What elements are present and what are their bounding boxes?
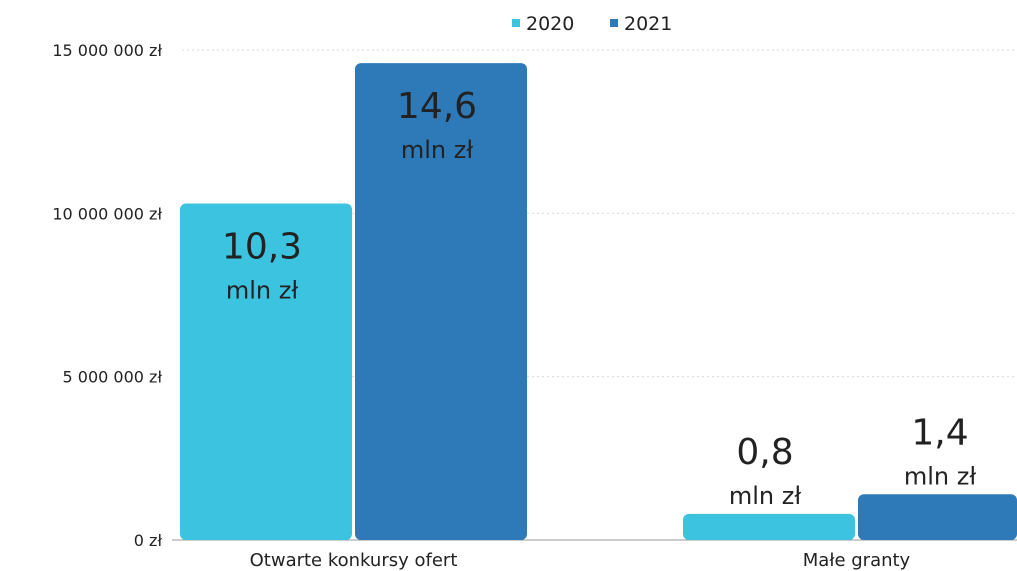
x-tick-label: Małe granty [803, 550, 911, 571]
data-label-2020-1: 0,8 [736, 432, 793, 473]
legend-item-2021: 2021 [624, 13, 672, 35]
data-label-2021-0: 14,6 [397, 86, 477, 127]
data-label-unit-2021-1: mln zł [904, 462, 976, 490]
x-axis: Otwarte konkursy ofert Małe granty [250, 550, 911, 571]
bar-2020-0 [180, 203, 352, 541]
data-label-unit-2021-0: mln zł [401, 136, 473, 164]
bar-2020-1 [683, 513, 855, 540]
y-tick-label: 10 000 000 zł [52, 204, 162, 223]
data-label-unit-2020-0: mln zł [226, 277, 298, 305]
bar-2021-1 [858, 494, 1017, 540]
legend-item-2020: 2020 [526, 13, 574, 35]
legend: 2020 2021 [512, 13, 672, 35]
y-tick-label: 15 000 000 zł [52, 41, 162, 60]
data-label-unit-2020-1: mln zł [729, 482, 801, 510]
legend-swatch-2021 [610, 19, 618, 27]
y-tick-label: 5 000 000 zł [63, 368, 163, 387]
y-tick-label: 0 zł [134, 531, 163, 550]
grid [182, 49, 1017, 378]
data-label-2021-1: 1,4 [911, 412, 968, 453]
bars [180, 63, 1017, 541]
bar-2021-0 [355, 63, 527, 541]
data-label-2020-0: 10,3 [222, 227, 302, 268]
value-labels: 10,3 mln zł 14,6 mln zł 0,8 mln zł 1,4 mln zł [222, 86, 976, 510]
legend-swatch-2020 [512, 19, 520, 27]
x-tick-label: Otwarte konkursy ofert [250, 550, 458, 571]
